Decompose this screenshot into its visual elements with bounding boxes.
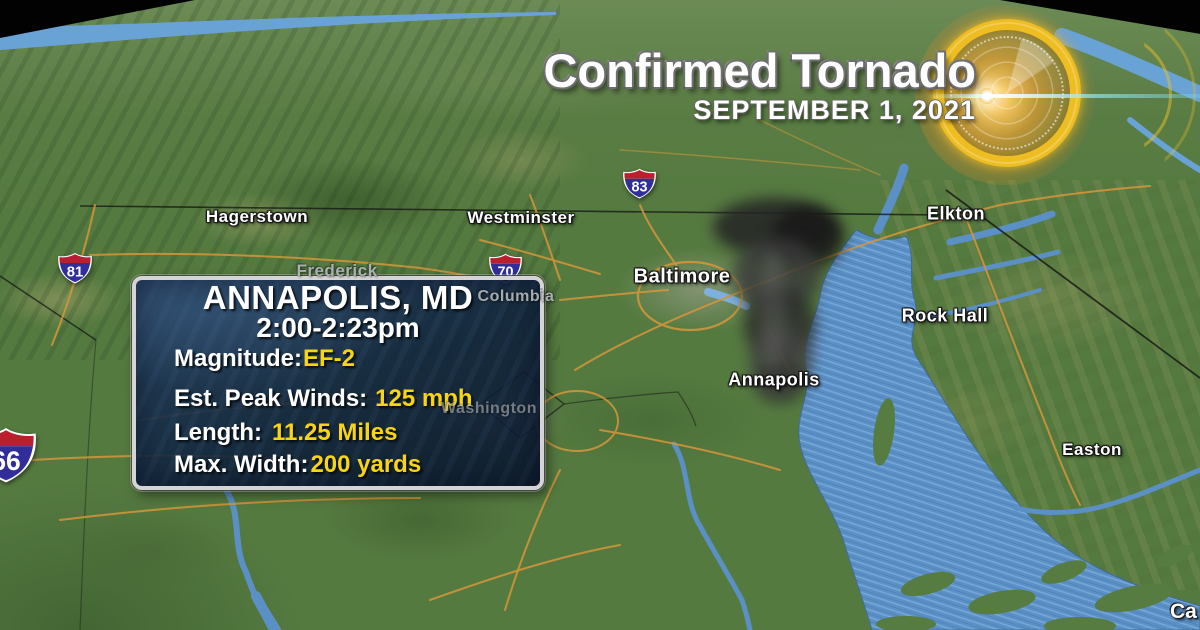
tornado-info-box: ANNAPOLIS, MD 2:00-2:23pm Magnitude:EF-2…: [132, 276, 544, 490]
city-label-washington: Washington: [441, 400, 537, 417]
interstate-81-number: 81: [67, 264, 84, 280]
stat-length: Length: 11.25 Miles: [174, 420, 540, 446]
city-label-hagerstown: Hagerstown: [205, 207, 309, 226]
patuxent-river: [671, 441, 753, 630]
stat-magnitude-label: Magnitude:: [174, 345, 302, 372]
chesapeake-bay-water: [798, 229, 1200, 630]
chester-river: [918, 288, 1042, 320]
city-label-baltimore: Baltimore: [633, 265, 731, 288]
stat-peak-winds-value: 125 mph: [375, 385, 473, 412]
stat-max-width-label: Max. Width:: [174, 451, 309, 478]
headline-title: Confirmed Tornado: [543, 44, 976, 97]
choptank-river: [1013, 467, 1200, 515]
susquehanna-river: [873, 163, 909, 235]
stat-length-value: 11.25 Miles: [271, 419, 398, 446]
city-label-westminster: Westminster: [467, 208, 575, 227]
city-label-annapolis: Annapolis: [728, 369, 820, 390]
event-time-range: 2:00-2:23pm: [256, 312, 420, 343]
city-label-cambridge-partial: Ca: [1170, 600, 1197, 623]
bay-islands: [873, 398, 1193, 630]
city-label-easton: Easton: [1062, 440, 1122, 459]
city-label-rock-hall: Rock Hall: [901, 305, 989, 326]
interstate-83-shield: 83: [623, 168, 656, 199]
stat-max-width-value: 200 yards: [310, 451, 422, 478]
interstate-83-number: 83: [631, 180, 647, 196]
elk-river: [946, 210, 1056, 246]
city-label-elkton: Elkton: [926, 203, 986, 224]
interstate-81-shield: 81: [58, 252, 92, 284]
stat-magnitude-value: EF-2: [302, 345, 355, 372]
interstate-66-number: 66: [0, 446, 21, 476]
stat-magnitude: Magnitude:EF-2: [174, 346, 540, 372]
stat-peak-winds-label: Est. Peak Winds:: [174, 385, 368, 412]
headline-block: Confirmed Tornado SEPTEMBER 1, 2021: [543, 47, 976, 124]
delaware-river: [1054, 28, 1200, 102]
stat-max-width: Max. Width:200 yards: [174, 452, 540, 478]
city-label-columbia: Columbia: [477, 288, 555, 305]
top-river: [0, 12, 556, 50]
stat-length-label: Length:: [174, 419, 262, 446]
sassafras-river: [933, 249, 1061, 281]
city-label-frederick: Frederick: [296, 261, 378, 280]
interstate-66-shield: 66: [0, 428, 36, 483]
headline-date: SEPTEMBER 1, 2021: [693, 95, 976, 125]
stat-peak-winds: Est. Peak Winds: 125 mph: [174, 386, 540, 412]
event-location: ANNAPOLIS, MD: [202, 279, 474, 316]
